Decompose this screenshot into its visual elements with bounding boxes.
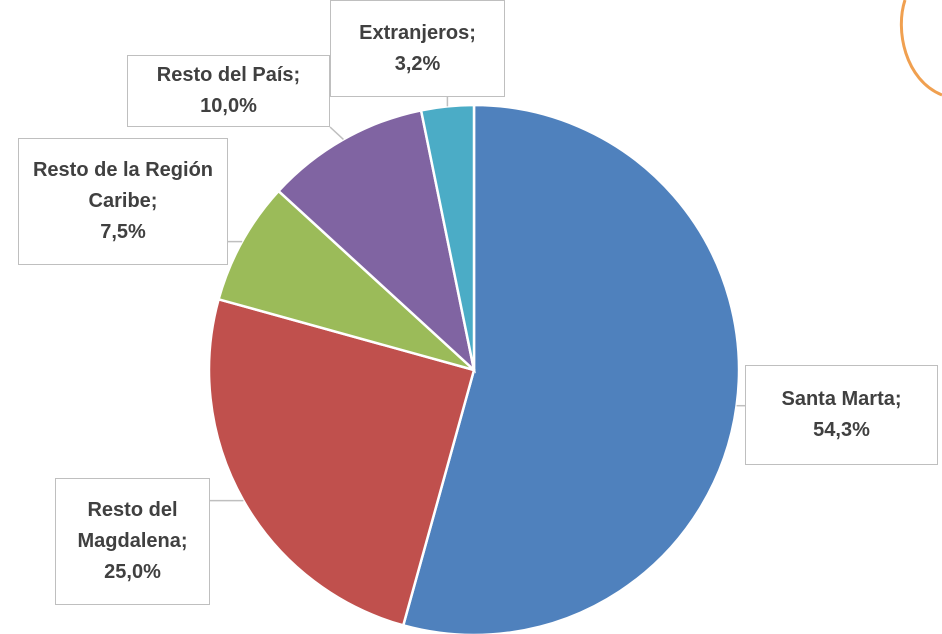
- pie-slice: [401, 103, 741, 634]
- category-label: Resto de la Región Caribe;: [32, 159, 214, 212]
- value-label: 54,3%: [813, 419, 870, 441]
- decoration-stroke: [899, 0, 942, 97]
- category-label: Resto del País;: [156, 64, 301, 86]
- category-label: Resto del Magdalena;: [77, 499, 188, 552]
- data-label: Extranjeros; 3,2%: [330, 0, 505, 97]
- data-label: Resto del País; 10,0%: [127, 55, 330, 127]
- pie-slice: [276, 108, 476, 374]
- data-label: Resto de la Región Caribe; 7,5%: [18, 138, 228, 265]
- data-label: Resto del Magdalena; 25,0%: [55, 478, 210, 605]
- pie-slice: [207, 297, 476, 627]
- data-label: Santa Marta; 54,3%: [745, 365, 938, 465]
- category-label: Santa Marta;: [781, 388, 902, 410]
- value-label: 3,2%: [394, 52, 441, 75]
- category-label: Extranjeros;: [359, 21, 476, 44]
- value-label: 7,5%: [100, 221, 146, 243]
- value-label: 10,0%: [200, 95, 257, 117]
- leader-line: [329, 126, 344, 140]
- value-label: 25,0%: [104, 561, 161, 583]
